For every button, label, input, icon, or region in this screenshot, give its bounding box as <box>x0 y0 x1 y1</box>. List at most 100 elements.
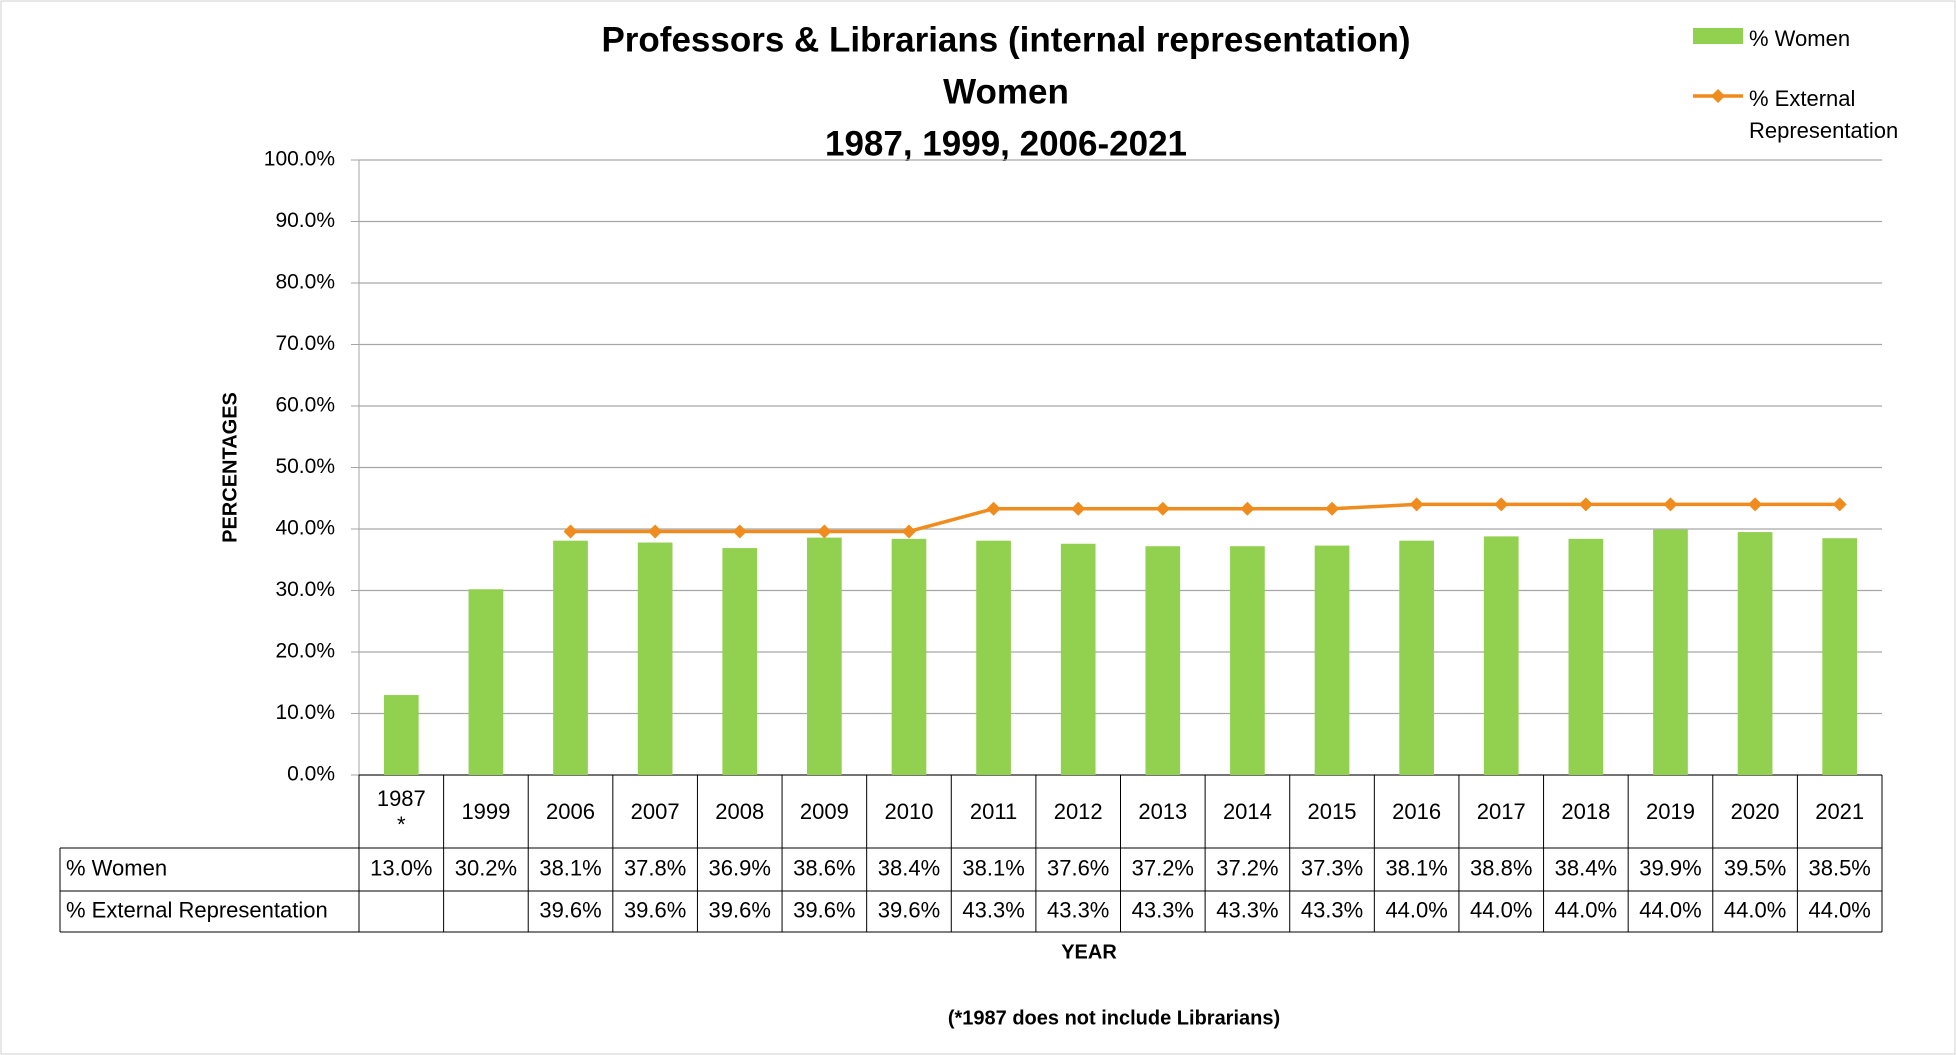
line-marker <box>817 524 832 539</box>
bar <box>976 540 1011 775</box>
table-cell: 43.3% <box>1047 897 1109 922</box>
line-marker <box>986 501 1001 516</box>
table-cell: 44.0% <box>1555 897 1617 922</box>
bar <box>1737 532 1773 775</box>
x-tick-label: 1999 <box>461 799 511 824</box>
table-cell: 43.3% <box>1216 897 1278 922</box>
legend-marker <box>1711 89 1725 103</box>
bar <box>1483 536 1519 775</box>
legend-label: % Women <box>1749 26 1851 51</box>
table-cell: 44.0% <box>1470 897 1532 922</box>
table-cell: 38.1% <box>962 855 1024 880</box>
bar <box>383 695 419 775</box>
y-tick-label: 80.0% <box>275 271 335 294</box>
table-cell: 39.6% <box>624 897 686 922</box>
x-tick-label: 2008 <box>715 799 765 824</box>
table-cell: 39.6% <box>793 897 855 922</box>
y-tick-label: 0.0% <box>287 763 335 786</box>
x-tick-label: 1987 * <box>376 786 426 837</box>
line <box>570 502 1840 534</box>
table-cell: 37.6% <box>1047 855 1109 880</box>
line-marker <box>1663 497 1678 512</box>
bar <box>1314 545 1350 775</box>
bar <box>468 589 504 775</box>
x-tick-label: 2016 <box>1392 799 1442 824</box>
x-tick-label: 2017 <box>1476 799 1526 824</box>
bar <box>807 537 842 775</box>
table-row-header: % Women <box>66 855 167 880</box>
y-tick-label: 90.0% <box>275 209 335 232</box>
table-cell: 43.3% <box>962 897 1024 922</box>
x-tick-label: 2011 <box>969 799 1018 824</box>
x-tick-label: 2007 <box>630 799 680 824</box>
y-axis-label: PERCENTAGES <box>219 392 241 543</box>
table-cell: 38.1% <box>1385 855 1447 880</box>
line-marker <box>648 524 663 539</box>
line-marker <box>1494 497 1509 512</box>
line-marker <box>901 524 916 539</box>
line-marker <box>1325 501 1340 516</box>
bar <box>1399 540 1434 775</box>
chart-title: 1987, 1999, 2006-2021 <box>825 124 1187 163</box>
table-cell: 39.6% <box>539 897 601 922</box>
y-tick-label: 30.0% <box>275 578 335 601</box>
line-marker <box>1240 501 1255 516</box>
table-cell: 38.1% <box>539 855 601 880</box>
table-cell: 44.0% <box>1724 897 1786 922</box>
table-cell: 38.6% <box>793 855 855 880</box>
x-tick-label: 2012 <box>1053 799 1103 824</box>
table-cell: 13.0% <box>370 855 432 880</box>
table-cell: 36.9% <box>709 855 771 880</box>
x-tick-label: 2015 <box>1307 799 1357 824</box>
chart-title: Women <box>943 72 1069 111</box>
table-cell: 44.0% <box>1639 897 1701 922</box>
table-cell: 44.0% <box>1385 897 1447 922</box>
bar <box>1230 546 1265 775</box>
y-tick-label: 40.0% <box>275 517 335 540</box>
x-tick-label: 2014 <box>1222 799 1272 824</box>
x-tick-label: 2006 <box>546 799 595 824</box>
bar <box>1653 529 1688 775</box>
line-marker <box>1409 497 1424 512</box>
bar <box>1145 546 1181 775</box>
table-cell: 30.2% <box>455 855 517 880</box>
table-cell: 37.8% <box>624 855 686 880</box>
x-tick-label: 2018 <box>1561 799 1611 824</box>
table-cell: 39.6% <box>709 897 771 922</box>
line-marker <box>732 524 747 539</box>
legend-swatch <box>1693 28 1743 44</box>
legend-label: % External Representation <box>1749 86 1899 143</box>
table-cell: 38.8% <box>1470 855 1532 880</box>
x-tick-label: 2010 <box>884 799 934 824</box>
line-marker <box>1832 497 1847 512</box>
line-marker <box>1155 501 1170 516</box>
bar <box>722 548 758 775</box>
table-cell: 43.3% <box>1301 897 1363 922</box>
y-tick-label: 20.0% <box>275 640 335 663</box>
bar <box>891 538 927 775</box>
line-marker <box>1578 497 1593 512</box>
y-tick-label: 50.0% <box>275 455 335 478</box>
y-tick-label: 60.0% <box>275 394 335 417</box>
x-tick-label: 2021 <box>1815 799 1865 824</box>
x-tick-label: 2020 <box>1730 799 1780 824</box>
x-tick-label: 2013 <box>1138 799 1188 824</box>
table-row-header: % External Representation <box>66 897 328 922</box>
x-tick-label: 2009 <box>799 799 849 824</box>
y-tick-label: 10.0% <box>275 701 335 724</box>
y-tick-label: 100.0% <box>264 148 335 171</box>
table-cell: 37.2% <box>1216 855 1278 880</box>
x-axis-label: YEAR <box>1061 941 1117 963</box>
table-cell: 44.0% <box>1808 897 1870 922</box>
table-cell: 39.5% <box>1724 855 1786 880</box>
x-tick-label: 2019 <box>1645 799 1695 824</box>
line-marker <box>563 524 578 539</box>
bar <box>637 542 673 775</box>
y-tick-label: 70.0% <box>275 332 335 355</box>
table-cell: 39.9% <box>1639 855 1701 880</box>
table-cell: 43.3% <box>1132 897 1194 922</box>
table-cell: 37.3% <box>1301 855 1363 880</box>
